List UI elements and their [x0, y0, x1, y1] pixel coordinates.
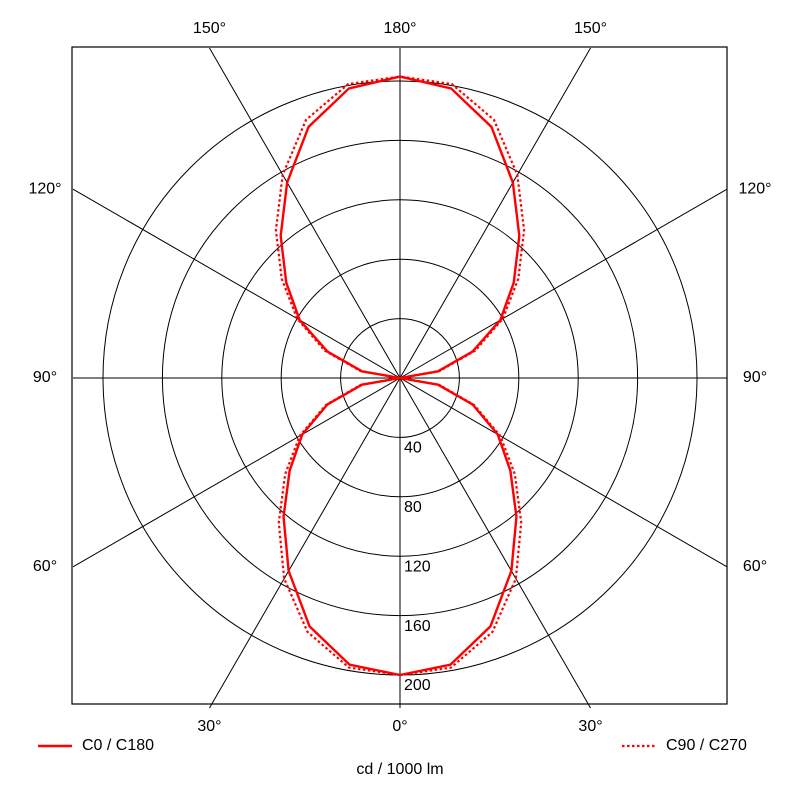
angle-label: 120° [28, 180, 61, 197]
angle-label: 0° [392, 718, 407, 735]
r-tick-label: 120 [404, 558, 431, 575]
r-tick-label: 80 [404, 499, 422, 516]
angle-label: 30° [578, 718, 602, 735]
grid-spoke [399, 47, 591, 379]
angle-label: 60° [743, 558, 767, 575]
legend-label: C0 / C180 [82, 737, 154, 754]
angle-label: 120° [738, 180, 771, 197]
grid-spoke [72, 377, 401, 568]
axis-title: cd / 1000 lm [356, 761, 443, 778]
angle-label: 60° [33, 558, 57, 575]
angle-label: 90° [743, 369, 767, 386]
angle-label: 150° [193, 20, 226, 37]
angle-label: 180° [383, 20, 416, 37]
intensity-curve [274, 75, 401, 677]
r-tick-label: 40 [404, 440, 422, 457]
angle-label: 90° [33, 369, 57, 386]
grid-spoke [399, 377, 591, 709]
legend-label: C90 / C270 [666, 737, 747, 754]
grid-spoke [399, 188, 728, 379]
grid-spoke [399, 377, 728, 568]
grid-spoke [209, 377, 401, 709]
grid-spoke [72, 188, 401, 379]
r-tick-label: 160 [404, 618, 431, 635]
grid-spoke [209, 47, 401, 379]
r-tick-label: 200 [404, 677, 431, 694]
angle-label: 30° [197, 718, 221, 735]
angle-label: 150° [574, 20, 607, 37]
